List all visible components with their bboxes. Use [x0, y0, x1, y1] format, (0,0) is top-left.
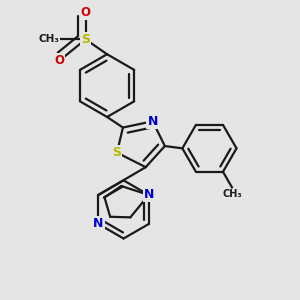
Text: S: S	[81, 33, 90, 46]
Text: N: N	[144, 188, 154, 201]
Text: O: O	[54, 54, 64, 67]
Text: O: O	[81, 6, 91, 20]
Text: CH₃: CH₃	[39, 34, 60, 44]
Text: N: N	[148, 115, 158, 128]
Text: CH₃: CH₃	[222, 189, 242, 199]
Text: N: N	[93, 218, 103, 230]
Text: S: S	[112, 146, 122, 159]
